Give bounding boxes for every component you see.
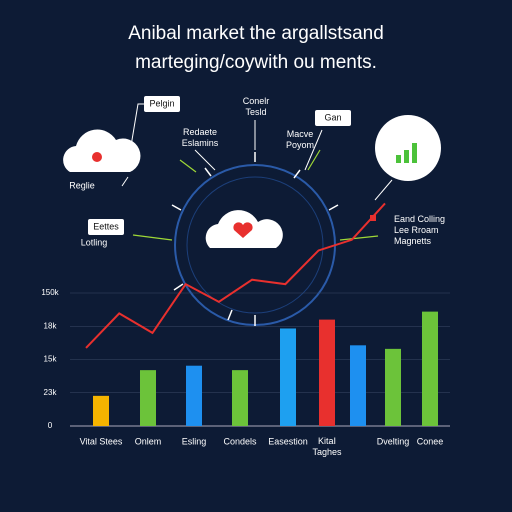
label-box bbox=[88, 219, 124, 235]
connectors bbox=[121, 103, 393, 201]
diagram-label: Gan bbox=[324, 112, 341, 122]
diagram-label: Redaete Eslamins bbox=[182, 127, 219, 148]
diagram-label: Conelr Tesld bbox=[243, 96, 270, 117]
bar bbox=[93, 395, 109, 426]
x-tick-label: KitaI Taghes bbox=[312, 436, 342, 457]
badge-bars bbox=[396, 143, 417, 163]
trend-line bbox=[85, 202, 386, 349]
diagram bbox=[63, 103, 441, 326]
ring-ticks bbox=[171, 152, 339, 326]
y-tick-label: 150k bbox=[41, 288, 59, 297]
label-box bbox=[315, 110, 351, 126]
x-tick-label: Dvelting bbox=[377, 436, 410, 446]
x-tick-label: Vital Stees bbox=[80, 436, 123, 446]
x-tick-label: Conee bbox=[417, 436, 444, 446]
bar bbox=[350, 345, 366, 426]
heart bbox=[233, 222, 253, 238]
subtitle: marteging/coywith ou ments. bbox=[135, 52, 377, 73]
bar bbox=[280, 328, 296, 426]
bar bbox=[140, 370, 156, 426]
title: Anibal market the argallstsand bbox=[128, 23, 384, 44]
diagram-label: Eand Colling Lee Rroam Magnetts bbox=[394, 214, 445, 246]
y-tick-label: 23k bbox=[44, 388, 58, 397]
green-arrows bbox=[132, 149, 379, 241]
bar bbox=[385, 348, 401, 426]
x-tick-label: Condels bbox=[223, 436, 257, 446]
x-tick-label: Esling bbox=[182, 436, 207, 446]
badge bbox=[375, 115, 441, 181]
x-tick-label: Easestion bbox=[268, 436, 308, 446]
diagram-label: Macve Poyom bbox=[286, 129, 314, 150]
diagram-label: Reglie bbox=[69, 180, 95, 190]
bar bbox=[232, 370, 248, 426]
bar bbox=[319, 319, 335, 426]
bar bbox=[422, 311, 438, 426]
y-tick-label: 0 bbox=[48, 421, 53, 430]
label-box bbox=[144, 96, 180, 112]
x-tick-label: Onlem bbox=[135, 436, 162, 446]
diagram-label: Eettes bbox=[93, 221, 119, 231]
bar bbox=[186, 365, 202, 426]
gear bbox=[92, 152, 102, 162]
diagram-label: Lotling bbox=[81, 237, 108, 247]
left-cloud bbox=[63, 129, 141, 172]
y-tick-label: 18k bbox=[44, 321, 58, 330]
inner-ring bbox=[186, 176, 324, 314]
diagram-label: Pelgin bbox=[149, 98, 174, 108]
y-tick-label: 15k bbox=[44, 355, 58, 364]
